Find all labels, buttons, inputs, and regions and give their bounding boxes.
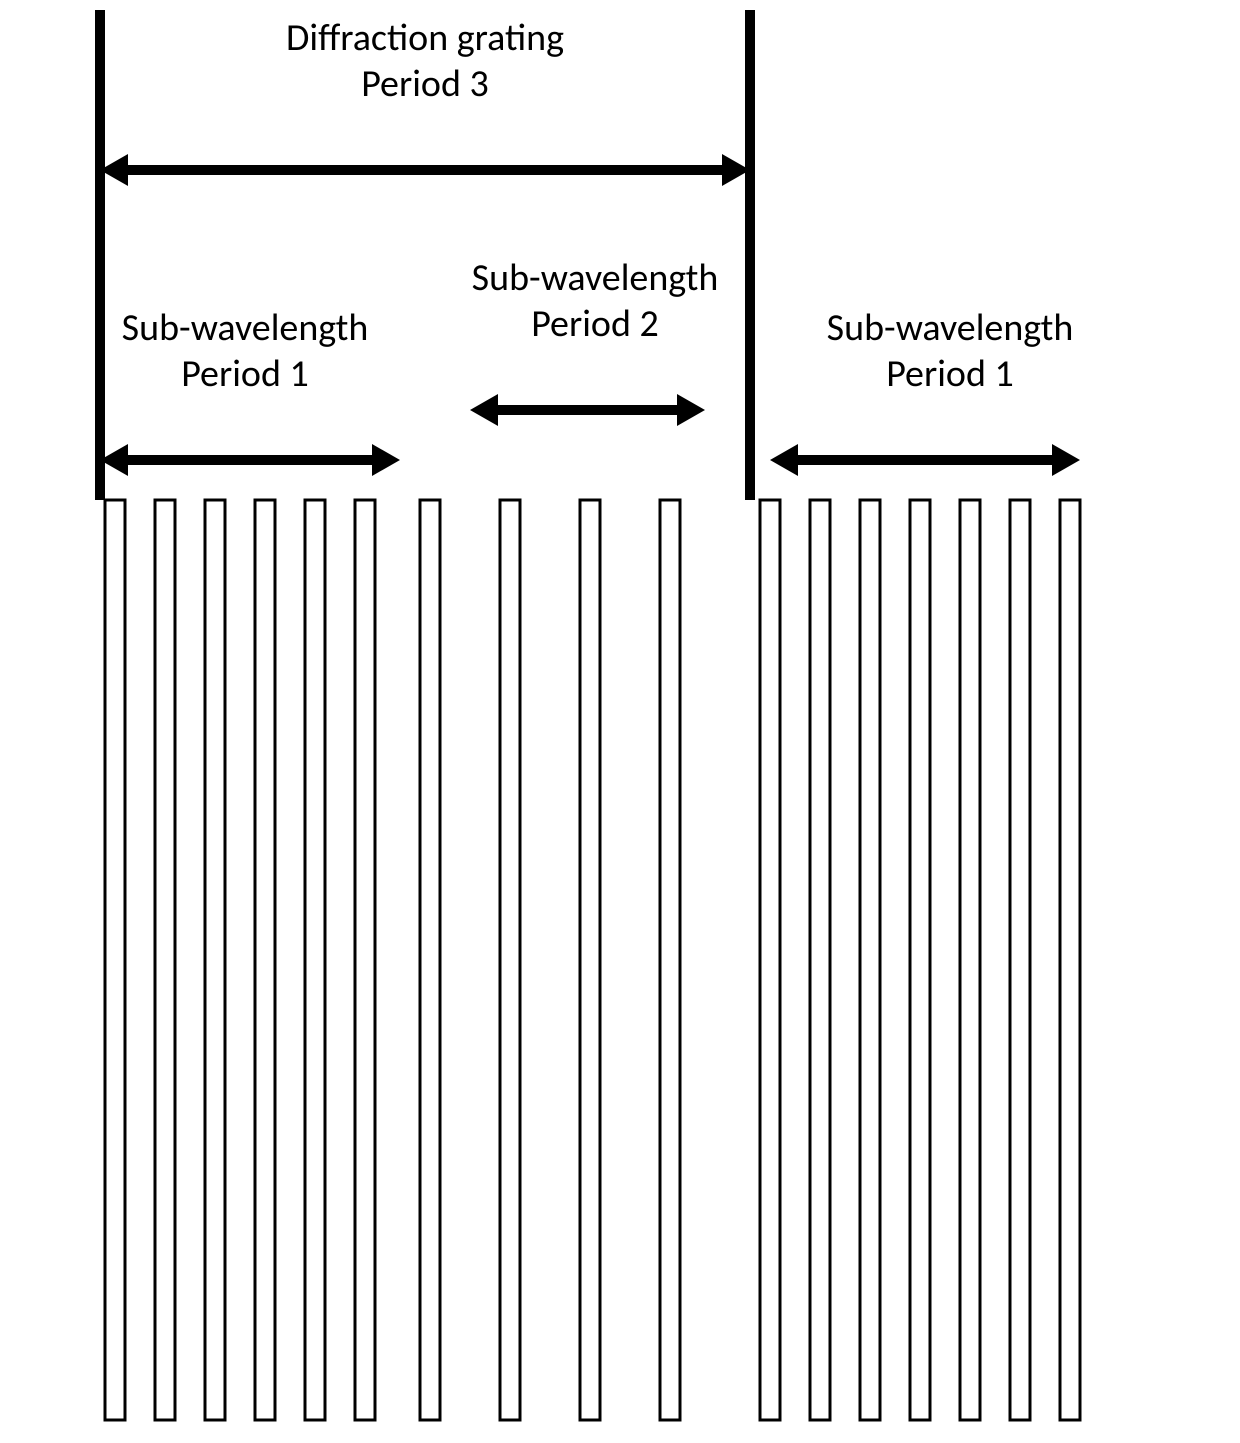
period1-left-label-line2: Period 1 (181, 351, 309, 397)
period3-label-line2: Period 3 (361, 61, 489, 107)
period2-label-line1: Sub-wavelength (472, 255, 719, 301)
period2-label-line2: Period 2 (531, 301, 659, 347)
period1-right-label-line1: Sub-wavelength (827, 305, 1074, 351)
period1-left-label-line1: Sub-wavelength (122, 305, 369, 351)
background (0, 0, 1240, 1443)
period3-label-line1: Diffraction grating (286, 15, 564, 61)
period1-right-label-line2: Period 1 (886, 351, 1014, 397)
